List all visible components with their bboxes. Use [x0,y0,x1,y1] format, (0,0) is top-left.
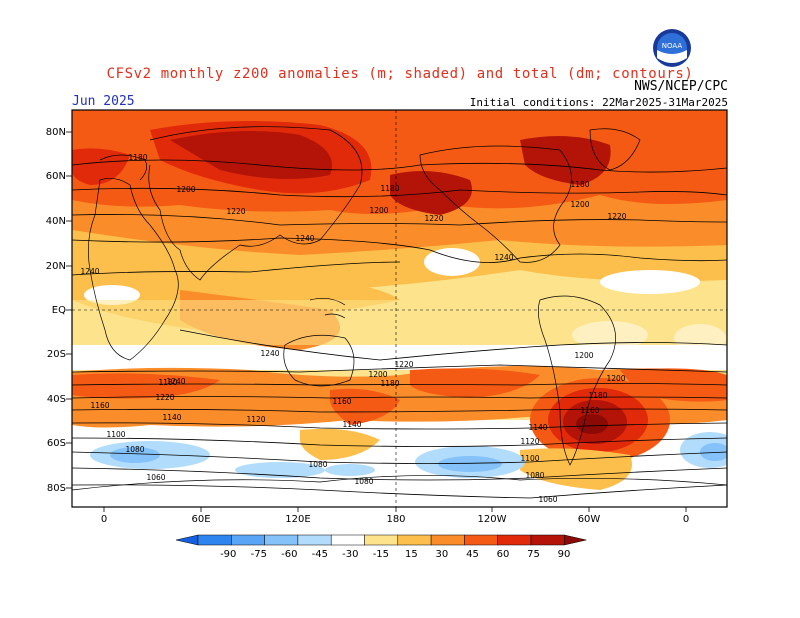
lon-label: 180 [386,514,405,525]
contour-label: 1200 [606,374,625,383]
contour-label: 1160 [90,401,109,410]
lon-label: 0 [101,514,107,525]
map-frame [71,109,728,508]
lat-label: 20N [46,261,66,272]
contour-label: 1080 [525,471,544,480]
lon-label: 60W [578,514,601,525]
colorbar-swatch [430,534,465,546]
contour-label: 1200 [574,351,593,360]
contour-label: 1240 [80,267,99,276]
latitude-labels: 80N 60N 40N 20N EQ 20S 40S 60S 80S [46,127,66,494]
contour-label: 1180 [158,378,177,387]
lat-label: 80S [47,483,66,494]
contour-label: 1200 [176,185,195,194]
colorbar-left-arrow [175,534,199,546]
colorbar-swatch [330,534,365,546]
map-gridlines [72,110,727,507]
colorbar-tick-label: 60 [497,549,510,560]
contour-label: 1080 [354,477,373,486]
colorbar-swatch [397,534,432,546]
colorbar-swatch [297,534,332,546]
colorbar-right-arrow [564,534,587,546]
colorbar-swatch [231,534,265,546]
colorbar-tick-label: -75 [251,549,267,560]
contour-label: 1180 [380,184,399,193]
agency-label: NWS/NCEP/CPC [634,79,728,94]
lon-label: 0 [683,514,689,525]
colorbar-tick-label: 90 [558,549,571,560]
lat-label: 60N [46,171,66,182]
chart-title: CFSv2 monthly z200 anomalies (m; shaded)… [106,66,694,82]
contour-label: 1200 [369,206,388,215]
axis-ticks [66,131,687,512]
contour-label: 1180 [128,153,147,162]
coastlines [72,126,727,491]
contour-label: 1100 [106,430,125,439]
forecast-month: Jun 2025 [72,94,135,109]
noaa-logo-text: NOAA [662,42,683,50]
contour-label: 1080 [125,445,144,454]
colorbar-swatch [264,534,299,546]
contour-label: 1140 [162,413,181,422]
lat-label: 40N [46,216,66,227]
lon-label: 120W [478,514,507,525]
colorbar-tick-label: 75 [527,549,540,560]
anomaly-shading [72,110,727,507]
colorbar-swatch [464,534,498,546]
height-contours [72,159,727,499]
contour-label: 1120 [520,437,539,446]
colorbar-swatch [530,534,565,546]
contour-label: 1240 [295,234,314,243]
initial-conditions: Initial conditions: 22Mar2025-31Mar2025 [469,96,728,109]
contour-label: 1140 [528,423,547,432]
contour-label: 1140 [342,420,361,429]
lat-label: 20S [47,349,66,360]
contour-label: 1100 [520,454,539,463]
contour-label: 1220 [394,360,413,369]
lon-label: 60E [191,514,210,525]
colorbar-tick-label: -90 [220,549,236,560]
colorbar-tick-label: -30 [342,549,358,560]
lat-label: 40S [47,394,66,405]
lat-label: 60S [47,438,66,449]
contour-labels: 1180120012201240124011801200122012401180… [80,153,626,504]
contour-label: 1180 [570,180,589,189]
contour-label: 1200 [368,370,387,379]
lon-label: 120E [285,514,310,525]
contour-label: 1160 [332,397,351,406]
colorbar-tick-label: -15 [373,549,389,560]
contour-label: 1240 [166,377,185,386]
contour-label: 1120 [246,415,265,424]
contour-label: 1060 [146,473,165,482]
colorbar-tick-label: -60 [281,549,297,560]
contour-label: 1200 [570,200,589,209]
contour-label: 1160 [580,406,599,415]
colorbar-tick-label: -45 [312,549,328,560]
colorbar-tick-label: 45 [466,549,479,560]
longitude-labels: 0 60E 120E 180 120W 60W 0 [101,514,689,525]
colorbar: -90 -75 -60 -45 -30 -15 15 30 45 60 75 90 [175,534,587,560]
contour-label: 1080 [308,460,327,469]
colorbar-tick-label: 15 [405,549,418,560]
contour-label: 1240 [494,253,513,262]
contour-label: 1220 [424,214,443,223]
lat-label: EQ [52,305,66,316]
contour-label: 1180 [380,379,399,388]
contour-label: 1220 [155,393,174,402]
colorbar-swatch [497,534,532,546]
contour-label: 1240 [260,349,279,358]
contour-label: 1220 [226,207,245,216]
colorbar-swatch [197,534,232,546]
lat-label: 80N [46,127,66,138]
contour-label: 1220 [607,212,626,221]
noaa-logo: NOAA [653,29,691,67]
contour-label: 1180 [588,391,607,400]
colorbar-tick-label: 30 [436,549,449,560]
noaa-logo-wave [657,50,687,63]
colorbar-swatch [364,534,399,546]
contour-label: 1060 [538,495,557,504]
